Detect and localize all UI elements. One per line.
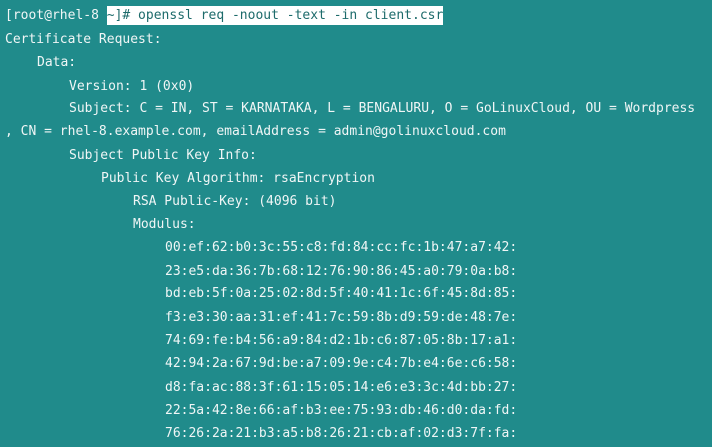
output-line: 42:94:2a:67:9d:be:a7:09:9e:c4:7b:e4:6e:c…	[165, 356, 518, 371]
output-line: 22:5a:42:8e:66:af:b3:ee:75:93:db:46:d0:d…	[165, 403, 518, 418]
prompt: [root@rhel-8	[5, 8, 99, 23]
output-line: , CN = rhel-8.example.com, emailAddress …	[5, 124, 506, 139]
output-line: 74:69:fe:b4:56:a9:84:d2:1b:c6:87:05:8b:1…	[165, 333, 518, 348]
output-line: RSA Public-Key: (4096 bit)	[133, 194, 337, 209]
output-line: Certificate Request:	[5, 32, 162, 47]
output-line: Subject: C = IN, ST = KARNATAKA, L = BEN…	[69, 101, 696, 116]
output-line: Data:	[37, 55, 77, 70]
output-line: d8:fa:ac:88:3f:61:15:05:14:e6:e3:3c:4d:b…	[165, 380, 518, 395]
output-line: Subject Public Key Info:	[69, 148, 257, 163]
output-line: bd:eb:5f:0a:25:02:8d:5f:40:41:1c:6f:45:8…	[165, 286, 518, 301]
output-line: 76:26:2a:21:b3:a5:b8:26:21:cb:af:02:d3:7…	[165, 426, 518, 441]
output-line: Modulus:	[133, 217, 196, 232]
output-line: 00:ef:62:b0:3c:55:c8:fd:84:cc:fc:1b:47:a…	[165, 240, 518, 255]
output-line: 23:e5:da:36:7b:68:12:76:90:86:45:a0:79:0…	[165, 264, 518, 279]
prompt-line: [root@rhel-8 ~]# openssl req -noout -tex…	[5, 5, 444, 27]
command: ~]# openssl req -noout -text -in client.…	[106, 6, 444, 25]
output-line: Public Key Algorithm: rsaEncryption	[101, 171, 375, 186]
output-line: Version: 1 (0x0)	[69, 79, 195, 94]
output-line: f3:e3:30:aa:31:ef:41:7c:59:8b:d9:59:de:4…	[165, 310, 518, 325]
